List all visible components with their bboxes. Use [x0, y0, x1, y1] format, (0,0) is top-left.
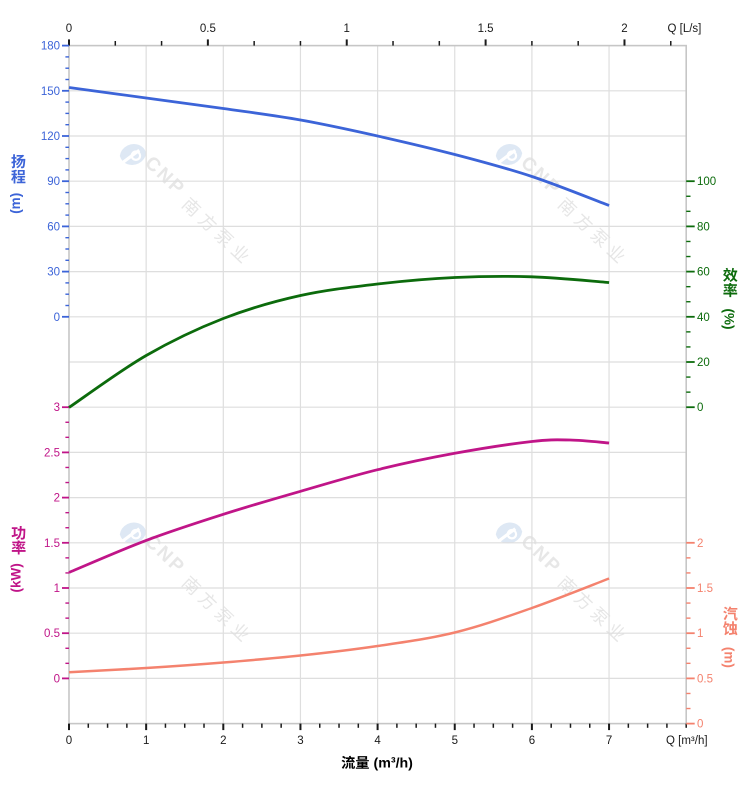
svg-text:120: 120	[41, 131, 60, 143]
svg-text:0: 0	[66, 735, 72, 747]
svg-text:(m³/h): (m³/h)	[374, 755, 414, 771]
svg-text:2: 2	[220, 735, 226, 747]
svg-text:1.5: 1.5	[44, 538, 60, 550]
svg-text:150: 150	[41, 86, 60, 98]
svg-text:2: 2	[621, 23, 627, 35]
svg-text:7: 7	[606, 735, 612, 747]
svg-text:0: 0	[697, 402, 703, 414]
svg-text:60: 60	[697, 267, 710, 279]
svg-text:(m): (m)	[722, 647, 737, 668]
svg-text:0.5: 0.5	[697, 673, 713, 685]
svg-text:0: 0	[697, 719, 703, 731]
svg-text:5: 5	[452, 735, 458, 747]
svg-text:30: 30	[47, 267, 60, 279]
svg-text:(kW): (kW)	[8, 563, 23, 592]
svg-text:3: 3	[297, 735, 303, 747]
svg-text:0: 0	[54, 673, 60, 685]
svg-text:2: 2	[697, 538, 703, 550]
svg-text:0.5: 0.5	[44, 628, 60, 640]
svg-text:1: 1	[54, 583, 60, 595]
svg-text:(%): (%)	[722, 309, 737, 330]
svg-text:2: 2	[54, 493, 60, 505]
svg-text:1.5: 1.5	[478, 23, 494, 35]
svg-text:6: 6	[529, 735, 535, 747]
svg-text:80: 80	[697, 221, 710, 233]
svg-text:1: 1	[343, 23, 349, 35]
svg-text:2.5: 2.5	[44, 447, 60, 459]
svg-text:0.5: 0.5	[200, 23, 216, 35]
svg-text:Q [L/s]: Q [L/s]	[668, 23, 702, 35]
svg-text:1: 1	[697, 628, 703, 640]
svg-text:40: 40	[697, 312, 710, 324]
svg-text:4: 4	[374, 735, 381, 747]
svg-text:60: 60	[47, 221, 60, 233]
svg-text:Q [m³/h]: Q [m³/h]	[666, 735, 708, 747]
svg-text:1: 1	[143, 735, 149, 747]
svg-text:90: 90	[47, 176, 60, 188]
svg-text:20: 20	[697, 357, 710, 369]
svg-text:100: 100	[697, 176, 716, 188]
svg-text:3: 3	[54, 402, 60, 414]
svg-text:180: 180	[41, 41, 60, 53]
svg-text:1.5: 1.5	[697, 583, 713, 595]
svg-text:0: 0	[66, 23, 72, 35]
svg-text:0: 0	[54, 312, 60, 324]
svg-text:(m): (m)	[8, 193, 23, 214]
